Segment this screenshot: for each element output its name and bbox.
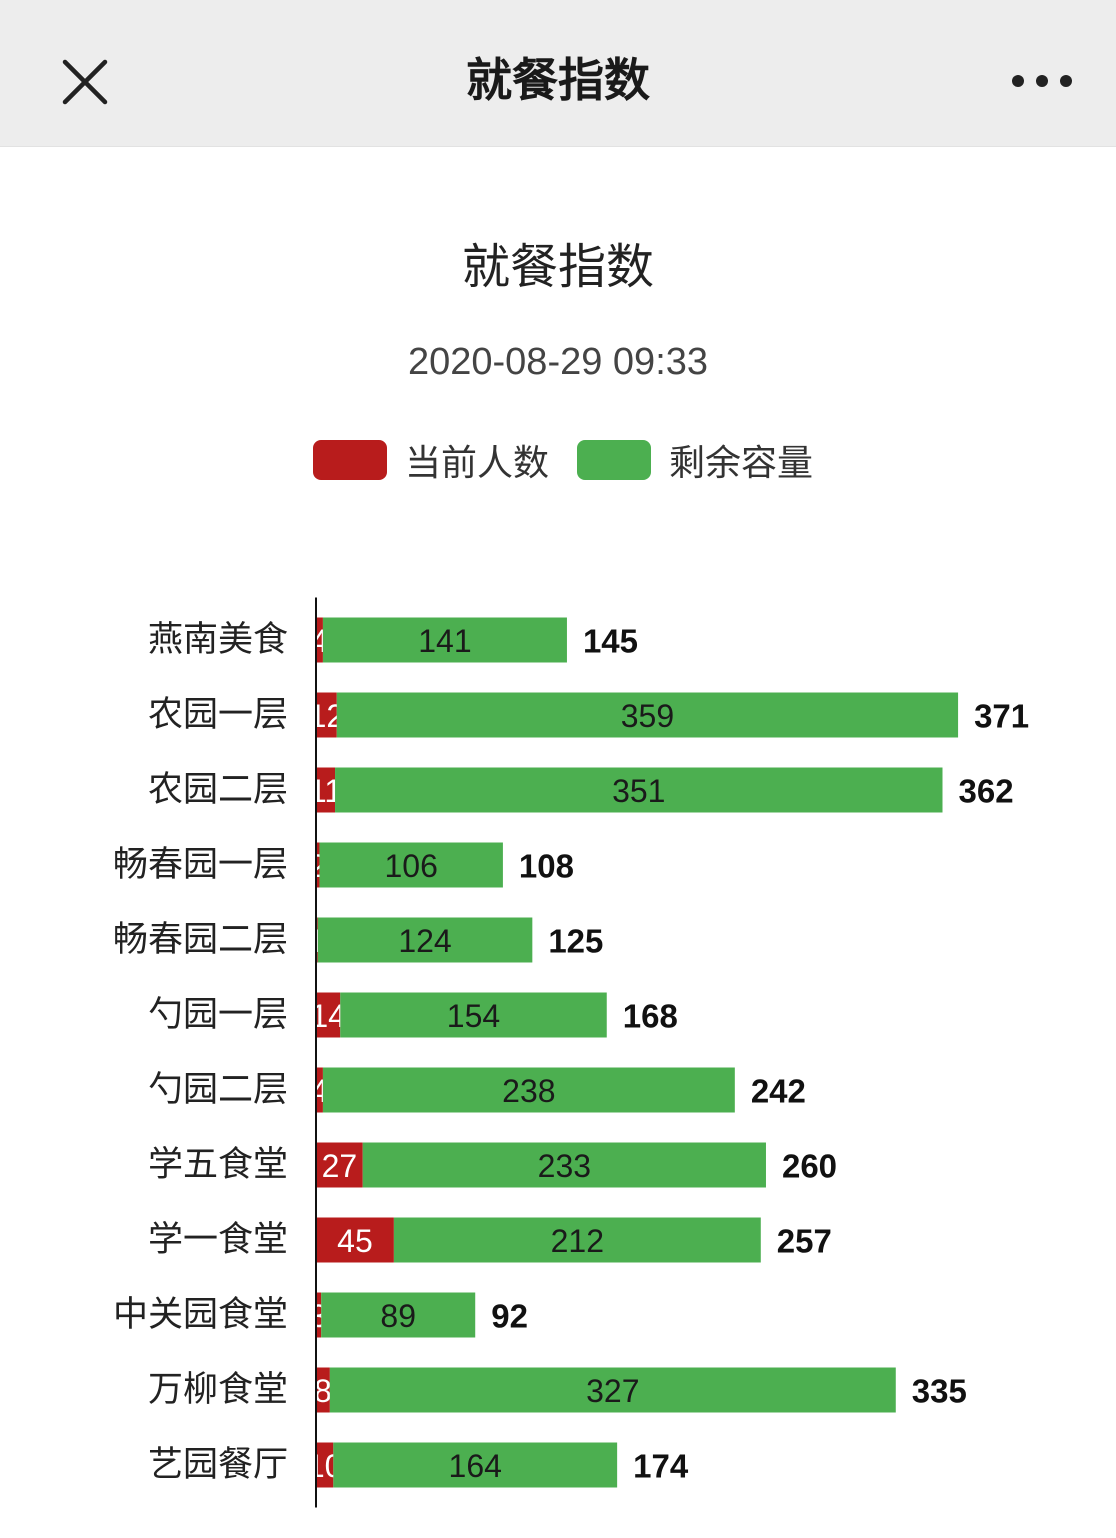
category-label: 勺园一层 bbox=[148, 995, 288, 1035]
bar-current[interactable] bbox=[316, 1292, 322, 1338]
category-label: 畅春园一层 bbox=[113, 845, 288, 885]
bar-total-value: 92 bbox=[491, 1298, 528, 1335]
bar-row: 燕南美食 4 141 145 bbox=[148, 617, 638, 663]
bar-current[interactable] bbox=[316, 617, 323, 663]
category-label: 农园二层 bbox=[148, 770, 288, 810]
bar-current-value: 4 bbox=[311, 623, 329, 659]
category-label: 学五食堂 bbox=[148, 1145, 288, 1185]
bar-total-value: 242 bbox=[751, 1073, 806, 1110]
category-label: 学一食堂 bbox=[148, 1220, 288, 1260]
category-label: 农园一层 bbox=[148, 695, 288, 735]
bar-remaining-value: 89 bbox=[380, 1298, 416, 1334]
bar-current[interactable] bbox=[316, 992, 341, 1038]
bar-total-value: 125 bbox=[548, 923, 603, 960]
bar-current-value: 12 bbox=[309, 698, 345, 734]
bar-total-value: 335 bbox=[912, 1373, 967, 1410]
bar-total-value: 260 bbox=[782, 1148, 837, 1185]
legend: 当前人数 剩余容量 bbox=[0, 435, 1116, 485]
bar-row: 万柳食堂 8 327 335 bbox=[148, 1367, 967, 1413]
bar-remaining[interactable] bbox=[329, 1367, 896, 1413]
bar-current-value: 3 bbox=[310, 1298, 328, 1334]
bar-row: 学一食堂 45 212 257 bbox=[148, 1217, 832, 1263]
bar-current[interactable] bbox=[316, 1442, 334, 1488]
bar-remaining[interactable] bbox=[322, 617, 567, 663]
bar-chart: 燕南美食 4 141 145 农园一层 12 359 371 农园二层 11 351 362 畅春园一层… bbox=[113, 597, 1029, 1508]
bar-remaining-value: 212 bbox=[551, 1223, 604, 1259]
category-label: 燕南美食 bbox=[148, 620, 288, 660]
legend-swatch-remaining bbox=[577, 440, 651, 480]
bar-current[interactable] bbox=[316, 842, 320, 888]
bar-remaining[interactable] bbox=[321, 1292, 476, 1338]
bar-remaining-value: 106 bbox=[384, 848, 437, 884]
bar-current[interactable] bbox=[316, 692, 337, 738]
bar-current-value: 2 bbox=[309, 848, 327, 884]
more-horizontal-icon[interactable] bbox=[1004, 62, 1080, 100]
bar-total-value: 108 bbox=[519, 848, 574, 885]
legend-item-remaining[interactable]: 剩余容量 bbox=[577, 435, 813, 485]
bar-current-value: 45 bbox=[337, 1223, 373, 1259]
bar-current[interactable] bbox=[316, 1067, 323, 1113]
bar-row: 畅春园一层 2 106 108 bbox=[113, 842, 574, 888]
category-label: 艺园餐厅 bbox=[148, 1445, 288, 1485]
category-label: 畅春园二层 bbox=[113, 920, 288, 960]
bar-total-value: 168 bbox=[623, 998, 678, 1035]
bar-remaining-value: 351 bbox=[612, 773, 665, 809]
bar-remaining[interactable] bbox=[317, 917, 533, 963]
bar-remaining[interactable] bbox=[319, 842, 503, 888]
bar-current[interactable] bbox=[316, 767, 336, 813]
bar-row: 畅春园二层1124125 bbox=[113, 917, 603, 963]
category-label: 万柳食堂 bbox=[148, 1370, 288, 1410]
bar-total-value: 362 bbox=[959, 773, 1014, 810]
bar-current-value: 4 bbox=[311, 1073, 329, 1109]
bar-row: 中关园食堂 3 89 92 bbox=[113, 1292, 528, 1338]
bar-current[interactable] bbox=[316, 1217, 394, 1263]
bar-row: 学五食堂 27 233 260 bbox=[148, 1142, 837, 1188]
bar-current-value: 8 bbox=[314, 1373, 332, 1409]
legend-swatch-current bbox=[313, 440, 387, 480]
category-label: 勺园二层 bbox=[148, 1070, 288, 1110]
chart-container: 就餐指数 2020-08-29 09:33 当前人数 剩余容量 燕南美食 4 141… bbox=[0, 147, 1116, 1538]
bar-remaining[interactable] bbox=[322, 1067, 735, 1113]
bar-remaining[interactable] bbox=[335, 767, 943, 813]
bar-remaining-value: 141 bbox=[418, 623, 471, 659]
legend-label-current: 当前人数 bbox=[405, 443, 550, 484]
bar-total-value: 371 bbox=[974, 698, 1029, 735]
bar-row: 勺园二层 4 238 242 bbox=[148, 1067, 806, 1113]
bar-total-value: 257 bbox=[777, 1223, 832, 1260]
bar-remaining[interactable] bbox=[333, 1442, 618, 1488]
bar-row: 勺园一层 14 154 168 bbox=[148, 992, 678, 1038]
bar-remaining[interactable] bbox=[362, 1142, 766, 1188]
bar-remaining[interactable] bbox=[336, 692, 959, 738]
bar-total-value: 174 bbox=[633, 1448, 689, 1485]
legend-label-remaining: 剩余容量 bbox=[669, 443, 814, 484]
bar-remaining-value: 359 bbox=[621, 698, 674, 734]
bar-row: 农园一层 12 359 371 bbox=[148, 692, 1029, 738]
legend-item-current[interactable]: 当前人数 bbox=[313, 435, 549, 485]
bar-current-value: 11 bbox=[309, 773, 342, 809]
nav-bar: 就餐指数 bbox=[0, 0, 1116, 147]
bar-current[interactable] bbox=[316, 1142, 363, 1188]
category-label: 中关园食堂 bbox=[113, 1295, 288, 1335]
bar-remaining-value: 238 bbox=[502, 1073, 555, 1109]
bar-remaining-value: 233 bbox=[538, 1148, 591, 1184]
nav-title: 就餐指数 bbox=[466, 53, 650, 107]
bar-remaining-value: 327 bbox=[586, 1373, 639, 1409]
bar-row: 艺园餐厅 10 164 174 bbox=[148, 1442, 689, 1488]
chart-title: 就餐指数 bbox=[461, 239, 654, 295]
bar-remaining-value: 154 bbox=[447, 998, 500, 1034]
chart-subtitle: 2020-08-29 09:33 bbox=[407, 341, 709, 383]
bar-current-value: 10 bbox=[307, 1448, 343, 1484]
bar-remaining-value: 124 bbox=[398, 923, 451, 959]
bar-current-value: 27 bbox=[322, 1148, 358, 1184]
bar-remaining[interactable] bbox=[393, 1217, 761, 1263]
bar-current[interactable] bbox=[316, 1367, 330, 1413]
bar-total-value: 145 bbox=[583, 623, 638, 660]
bar-remaining[interactable] bbox=[340, 992, 607, 1038]
bar-current-value: 14 bbox=[310, 998, 346, 1034]
bar-row: 农园二层 11 351 362 bbox=[148, 767, 1014, 813]
bar-remaining-value: 164 bbox=[449, 1448, 502, 1484]
close-icon[interactable] bbox=[55, 52, 115, 112]
